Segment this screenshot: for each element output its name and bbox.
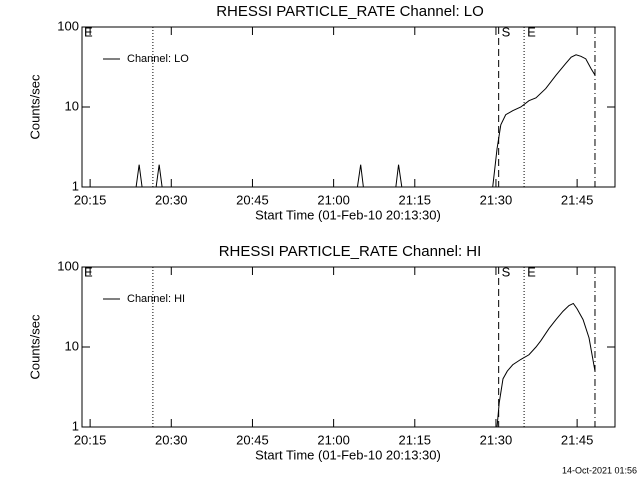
series-line	[82, 54, 596, 188]
y-tick-label: 1	[72, 178, 79, 193]
x-tick-label: 21:15	[399, 432, 432, 447]
y-tick-label: 10	[65, 98, 79, 113]
x-tick-label: 21:30	[480, 432, 513, 447]
chart-title: RHESSI PARTICLE_RATE Channel: HI	[219, 243, 482, 260]
x-tick-label: 20:30	[155, 432, 188, 447]
x-tick-label: 21:15	[399, 192, 432, 207]
x-tick-label: 21:45	[561, 432, 594, 447]
marker-label: E	[527, 264, 536, 279]
x-tick-label: 21:00	[317, 192, 350, 207]
x-tick-label: 21:30	[480, 192, 513, 207]
x-tick-label: 21:00	[317, 432, 350, 447]
x-tick-label: 20:30	[155, 192, 188, 207]
legend-label: Channel: HI	[127, 293, 185, 305]
y-tick-label: 100	[57, 258, 79, 273]
legend-label: Channel: LO	[127, 53, 189, 65]
corner-label: E	[84, 24, 93, 39]
y-axis-label: Counts/sec	[27, 74, 42, 140]
y-tick-label: 100	[57, 18, 79, 33]
marker-label: S	[502, 24, 511, 39]
x-tick-label: 20:45	[236, 432, 269, 447]
marker-label: E	[527, 24, 536, 39]
x-tick-label: 21:45	[561, 192, 594, 207]
footer: 14-Oct-2021 01:56	[562, 465, 637, 475]
corner-label: E	[84, 264, 93, 279]
chart-title: RHESSI PARTICLE_RATE Channel: LO	[216, 3, 484, 20]
x-axis-label: Start Time (01-Feb-10 20:13:30)	[255, 207, 441, 222]
marker-label: S	[502, 264, 511, 279]
y-axis-label: Counts/sec	[27, 314, 42, 380]
x-axis-label: Start Time (01-Feb-10 20:13:30)	[255, 447, 441, 462]
x-tick-label: 20:15	[74, 432, 107, 447]
series-line	[82, 302, 596, 428]
y-tick-label: 1	[72, 418, 79, 433]
y-tick-label: 10	[65, 338, 79, 353]
x-tick-label: 20:15	[74, 192, 107, 207]
x-tick-label: 20:45	[236, 192, 269, 207]
